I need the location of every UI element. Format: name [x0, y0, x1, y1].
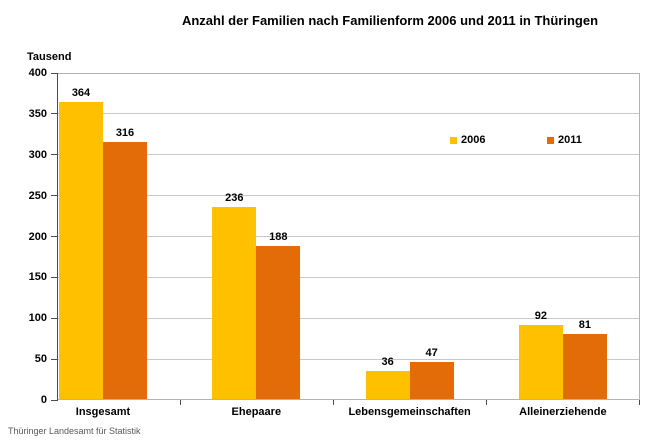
category-label: Alleinerziehende: [519, 406, 607, 418]
y-tick-label: 100: [28, 312, 47, 325]
bar-2006-Insgesamt: [59, 102, 103, 399]
category-label: Insgesamt: [75, 406, 131, 418]
y-tick-label: 150: [28, 271, 47, 284]
y-axis-tick: [51, 113, 57, 115]
y-axis-tick: [51, 154, 57, 156]
y-axis-tick: [51, 399, 57, 401]
y-axis-tick: [51, 276, 57, 278]
value-label: 188: [269, 231, 288, 244]
y-tick-label: 0: [40, 394, 47, 406]
gridline: [58, 113, 639, 115]
y-tick-label: 300: [28, 148, 47, 161]
y-axis-unit-label: Tausend: [27, 51, 72, 63]
bar-2006-Alleinerziehende: [518, 324, 563, 399]
gridline: [58, 317, 639, 319]
y-axis-tick: [51, 236, 57, 237]
x-axis-tick: [639, 400, 640, 405]
y-tick-label: 200: [28, 230, 47, 243]
y-tick-label: 400: [28, 67, 47, 79]
y-axis-line: [57, 73, 58, 401]
legend-label-2006: 2006: [461, 134, 486, 146]
x-axis-tick: [486, 400, 488, 405]
y-tick-label: 50: [34, 353, 47, 366]
y-axis-tick: [51, 195, 57, 197]
value-label: 36: [381, 355, 394, 368]
value-label: 81: [578, 318, 592, 331]
value-label: 236: [225, 192, 244, 205]
bar-2006-Lebensgemeinschaften: [365, 370, 410, 399]
value-label: 47: [425, 346, 438, 359]
y-axis-tick: [51, 358, 57, 360]
category-label: Lebensgemeinschaften: [348, 406, 471, 418]
category-label: Ehepaare: [231, 406, 282, 418]
y-tick-label: 350: [28, 107, 47, 120]
x-axis-tick: [179, 400, 181, 405]
legend-swatch-2006: [450, 136, 457, 144]
gridline: [58, 154, 639, 156]
value-label: 92: [534, 309, 548, 322]
y-axis-tick: [51, 72, 57, 74]
bar-2011-Ehepaare: [256, 246, 301, 399]
bar-2011-Insgesamt: [103, 141, 147, 399]
gridline: [58, 236, 639, 237]
bar-2006-Ehepaare: [212, 207, 257, 399]
legend-item-2006: 2006: [450, 134, 485, 146]
chart-title: Anzahl der Familien nach Familienform 20…: [181, 13, 599, 28]
value-label: 316: [115, 126, 135, 139]
legend-label-2011: 2011: [558, 134, 582, 146]
gridline: [58, 358, 639, 360]
legend-item-2011: 2011: [547, 134, 582, 146]
x-axis-tick: [332, 400, 334, 405]
bar-2011-Lebensgemeinschaften: [409, 361, 454, 399]
bar-2011-Alleinerziehende: [562, 333, 607, 399]
gridline: [58, 276, 639, 278]
gridline: [58, 195, 639, 197]
y-axis-tick: [51, 317, 57, 319]
legend-swatch-2011: [547, 136, 554, 144]
y-tick-label: 250: [28, 189, 47, 202]
source-note: Thüringer Landesamt für Statistik: [8, 426, 141, 436]
value-label: 364: [71, 87, 91, 100]
